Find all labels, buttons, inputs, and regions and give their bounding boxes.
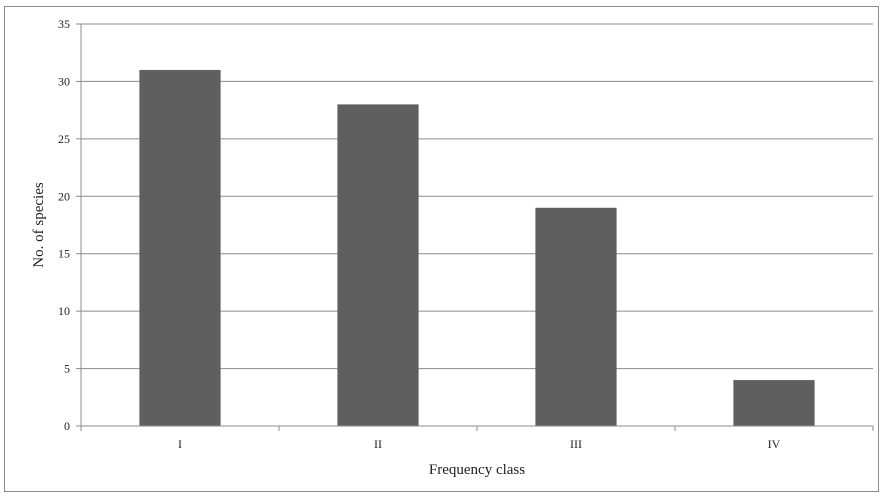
- bar-IV: [733, 380, 815, 426]
- y-tick-label: 20: [58, 189, 70, 203]
- x-tick-label: IV: [768, 437, 781, 451]
- y-tick-label: 5: [64, 362, 70, 376]
- bar-I: [139, 69, 221, 426]
- bars: [139, 69, 815, 427]
- bar-II: [337, 104, 419, 427]
- y-tick-label: 35: [58, 17, 70, 31]
- y-tick-label: 0: [64, 419, 70, 433]
- x-tick-labels: I II III IV: [80, 426, 874, 451]
- y-tick-label: 10: [58, 304, 70, 318]
- y-tick-label: 15: [58, 247, 70, 261]
- x-axis-title: Frequency class: [429, 462, 525, 478]
- y-axis-title: No. of species: [31, 182, 47, 268]
- y-tick-labels: 0 5 10 15 20 25 30 35: [58, 17, 81, 433]
- bar-III: [535, 207, 617, 426]
- x-tick-label: I: [178, 437, 182, 451]
- x-tick-label: III: [570, 437, 582, 451]
- y-tick-label: 25: [58, 132, 70, 146]
- x-tick-label: II: [374, 437, 382, 451]
- y-tick-label: 30: [58, 74, 70, 88]
